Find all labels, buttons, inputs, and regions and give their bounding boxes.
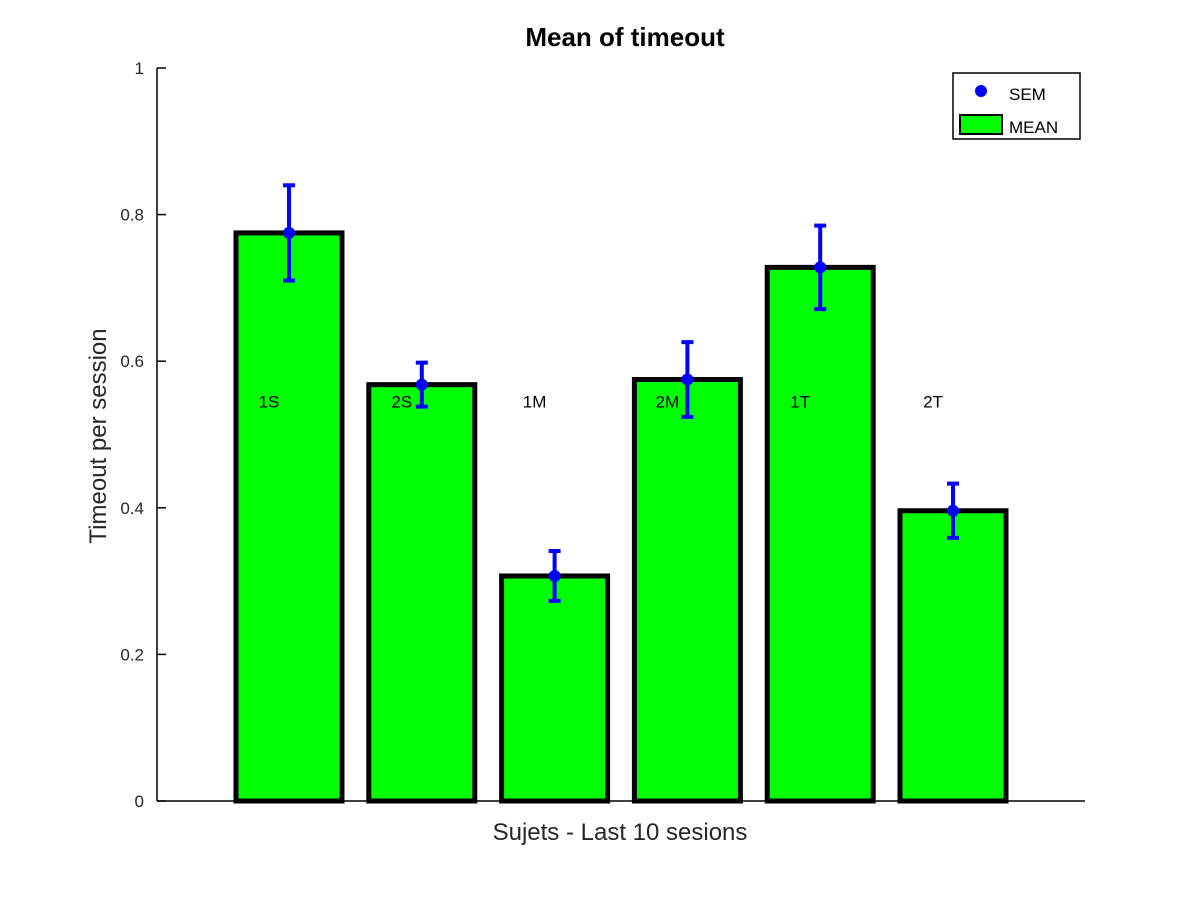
y-tick-label-4: 0.8 <box>120 206 144 225</box>
error-bars-layer <box>283 183 959 603</box>
y-tick-label-5: 1 <box>135 59 144 78</box>
bar-2S <box>366 382 478 804</box>
bar-2M <box>631 377 743 804</box>
bar-1M <box>499 573 611 804</box>
y-tick-label-2: 0.4 <box>120 499 144 518</box>
mean-point-2S <box>415 378 428 391</box>
mean-point-2T <box>947 504 959 517</box>
category-label-2T: 2T <box>923 393 943 412</box>
category-labels-layer: 1S 2S 1M 2M 1T 2T <box>259 393 943 412</box>
legend-sem-marker <box>975 85 987 97</box>
bars-layer <box>233 230 1009 804</box>
x-axis-label: Sujets - Last 10 sesions <box>493 819 748 846</box>
category-label-1S: 1S <box>259 393 280 412</box>
chart-title: Mean of timeout <box>525 22 725 52</box>
y-tick-label-0: 0 <box>135 792 144 811</box>
mean-point-1T <box>814 261 827 274</box>
category-label-1M: 1M <box>523 393 547 412</box>
legend-sem-label: SEM <box>1009 85 1046 104</box>
category-label-1T: 1T <box>790 393 810 412</box>
mean-point-1S <box>283 226 295 239</box>
legend-mean-swatch <box>959 114 1003 135</box>
mean-point-2M <box>681 373 694 386</box>
axes-layer: 0 0.2 0.4 0.6 0.8 1 <box>120 59 1085 811</box>
category-label-2S: 2S <box>391 393 412 412</box>
bar-1T <box>764 264 876 804</box>
category-label-2M: 2M <box>656 393 680 412</box>
bar-1S <box>233 230 345 804</box>
y-tick-label-1: 0.2 <box>120 645 144 664</box>
legend-mean-label: MEAN <box>1009 118 1058 137</box>
bar-2T <box>897 508 1009 804</box>
y-tick-label-3: 0.6 <box>120 352 144 371</box>
legend: SEM MEAN <box>952 72 1081 140</box>
mean-point-1M <box>548 569 561 582</box>
y-axis-label: Timeout per session <box>85 328 112 543</box>
